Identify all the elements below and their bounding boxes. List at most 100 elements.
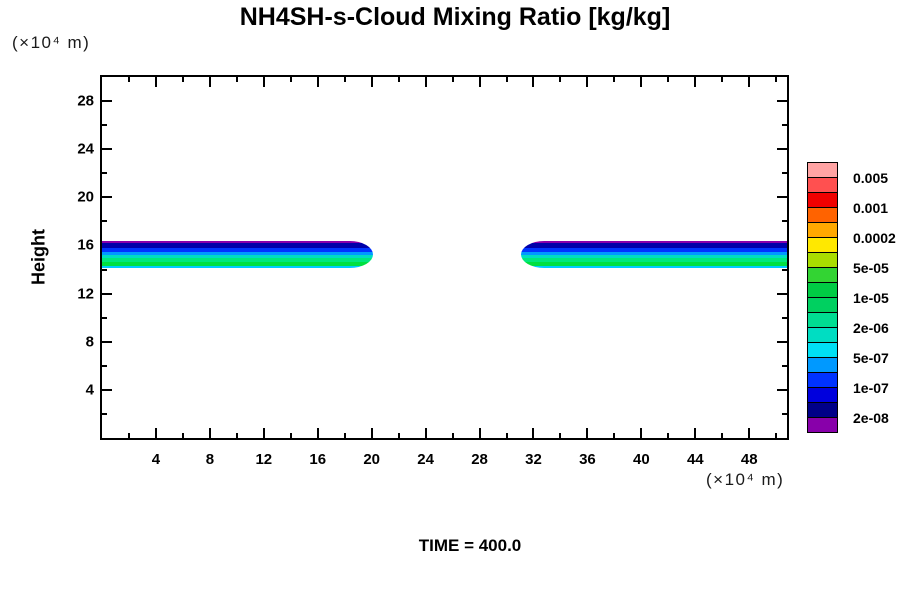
y-major-tick (102, 100, 112, 103)
x-major-tick (370, 77, 373, 87)
time-label: TIME = 400.0 (418, 536, 522, 555)
x-tick-label: 36 (579, 451, 596, 468)
colorbar-cell (807, 177, 838, 193)
y-major-tick (777, 292, 787, 295)
cloud-band-layer (521, 261, 787, 266)
y-tick-label: 4 (85, 381, 94, 399)
left-cloud-band (102, 240, 374, 268)
colorbar-cell (807, 282, 838, 298)
x-minor-tick (397, 77, 400, 82)
cloud-band-layer (102, 251, 374, 255)
x-minor-tick (289, 433, 292, 438)
cloud-band-layer (102, 240, 374, 243)
colorbar-level-label: 0.0002 (853, 230, 896, 246)
x-minor-tick (775, 77, 778, 82)
x-major-tick (262, 77, 265, 87)
x-minor-tick (559, 77, 562, 82)
x-minor-tick (721, 433, 724, 438)
x-major-tick (370, 428, 373, 438)
x-minor-tick (181, 433, 184, 438)
y-major-tick (777, 196, 787, 199)
x-minor-tick (613, 77, 616, 82)
chart-title: NH4SH-s-Cloud Mixing Ratio [kg/kg] (239, 3, 671, 31)
y-major-tick (102, 340, 112, 343)
y-minor-tick (102, 412, 107, 415)
x-major-tick (208, 77, 211, 87)
colorbar-cell (807, 252, 838, 268)
x-major-tick (532, 428, 535, 438)
colorbar-cell (807, 372, 838, 388)
y-minor-tick (782, 412, 787, 415)
x-tick-label: 12 (255, 451, 273, 468)
x-major-tick (748, 77, 751, 87)
cloud-band-layer (521, 257, 787, 262)
x-minor-tick (289, 77, 292, 82)
colorbar-level-label: 5e-05 (853, 260, 889, 276)
colorbar-legend: 0.005 0.001 0.0002 5e-05 1e-05 2e-06 5e-07 1e-0… (807, 162, 897, 433)
y-major-tick (102, 292, 112, 295)
colorbar-level-label: 1e-05 (853, 290, 889, 306)
colorbar-cell (807, 267, 838, 283)
cloud-band-layer (521, 242, 787, 248)
colorbar-cell (807, 207, 838, 223)
y-tick-label: 28 (77, 92, 94, 110)
x-minor-tick (451, 433, 454, 438)
colorbar-cell (807, 222, 838, 238)
colorbar-cell (807, 402, 838, 418)
y-minor-tick (782, 124, 787, 127)
x-major-tick (640, 428, 643, 438)
x-major-tick (640, 77, 643, 87)
y-minor-tick (102, 220, 107, 223)
x-major-tick (694, 77, 697, 87)
x-tick-label: 8 (205, 451, 215, 468)
x-minor-tick (559, 433, 562, 438)
colorbar-cell (807, 327, 838, 343)
x-tick-label: 40 (633, 451, 650, 468)
y-major-tick (777, 100, 787, 103)
x-minor-tick (343, 77, 346, 82)
x-minor-tick (505, 433, 508, 438)
x-minor-tick (613, 433, 616, 438)
y-minor-tick (782, 316, 787, 319)
y-tick-label: 24 (77, 140, 94, 158)
x-minor-tick (343, 433, 346, 438)
y-tick-label: 20 (77, 188, 94, 206)
x-major-tick (262, 428, 265, 438)
x-tick-label: 20 (363, 451, 381, 468)
y-major-tick (777, 388, 787, 391)
cloud-band-layer (102, 242, 374, 248)
cloud-band-layer (521, 251, 787, 255)
x-minor-tick (505, 77, 508, 82)
x-tick-label: 44 (686, 451, 704, 468)
cloud-band-layer (521, 265, 787, 268)
y-minor-tick (102, 316, 107, 319)
cloud-band-layer (102, 265, 374, 268)
x-minor-tick (235, 433, 238, 438)
x-minor-tick (775, 433, 778, 438)
x-major-tick (316, 77, 319, 87)
x-minor-tick (721, 77, 724, 82)
x-major-tick (424, 77, 427, 87)
x-major-tick (208, 428, 211, 438)
y-axis-unit-label: (×10⁴ m) (12, 33, 91, 52)
x-tick-label: 48 (740, 451, 758, 468)
colorbar-cell (807, 192, 838, 208)
x-minor-tick (667, 433, 670, 438)
x-minor-tick (127, 433, 130, 438)
colorbar-level-label: 0.001 (853, 200, 889, 216)
colorbar-cell (807, 357, 838, 373)
colorbar-cell (807, 312, 838, 328)
cloud-band-layer (521, 254, 787, 258)
x-tick-label: 4 (151, 451, 161, 468)
x-major-tick (478, 77, 481, 87)
cloud-band-layer (102, 257, 374, 262)
cloud-band-layer (102, 254, 374, 258)
colorbar-cell (807, 417, 838, 433)
x-major-tick (154, 428, 157, 438)
y-minor-tick (102, 172, 107, 175)
y-axis-title: Height (28, 229, 49, 285)
x-axis-unit-label: (×10⁴ m) (706, 470, 785, 489)
x-minor-tick (181, 77, 184, 82)
y-major-tick (102, 148, 112, 151)
colorbar-level-label: 1e-07 (853, 380, 889, 396)
